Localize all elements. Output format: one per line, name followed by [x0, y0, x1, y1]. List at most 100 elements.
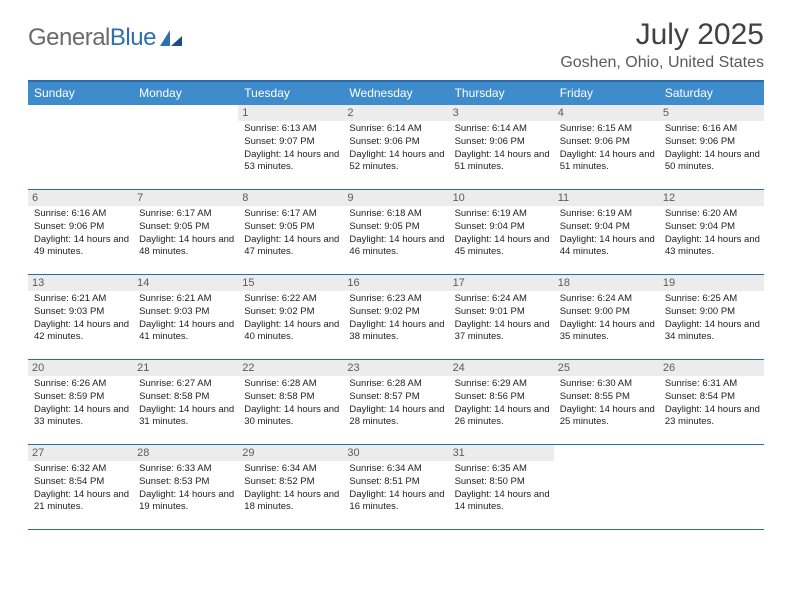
calendar-day: 31Sunrise: 6:35 AMSunset: 8:50 PMDayligh… — [449, 445, 554, 529]
day-details: Sunrise: 6:33 AMSunset: 8:53 PMDaylight:… — [139, 463, 234, 514]
calendar-day: 14 Sunrise: 6:21 AMSunset: 9:03 PMDayligh… — [133, 275, 238, 359]
day-details: Sunrise: 6:18 AMSunset: 9:05 PMDaylight:… — [349, 208, 444, 259]
weekday-label: Wednesday — [343, 82, 448, 105]
day-number: 21 — [133, 360, 238, 376]
page-title: July 2025 — [560, 18, 764, 52]
day-details: Sunrise: 6:24 AMSunset: 9:01 PMDaylight:… — [455, 293, 550, 344]
calendar-day: 4 Sunrise: 6:15 AMSunset: 9:06 PMDaylight… — [554, 105, 659, 189]
header: GeneralBlue July 2025 Goshen, Ohio, Unit… — [28, 18, 764, 72]
calendar-day: 16 Sunrise: 6:23 AMSunset: 9:02 PMDayligh… — [343, 275, 448, 359]
day-details: Sunrise: 6:21 AMSunset: 9:03 PMDaylight:… — [139, 293, 234, 344]
calendar-empty-cell — [28, 105, 133, 189]
weekday-label: Monday — [133, 82, 238, 105]
day-number: 26 — [659, 360, 764, 376]
day-number: 28 — [133, 445, 238, 461]
day-details: Sunrise: 6:29 AMSunset: 8:56 PMDaylight:… — [455, 378, 550, 429]
calendar-day: 21 Sunrise: 6:27 AMSunset: 8:58 PMDayligh… — [133, 360, 238, 444]
calendar-day: 29Sunrise: 6:34 AMSunset: 8:52 PMDayligh… — [238, 445, 343, 529]
calendar-day: 17 Sunrise: 6:24 AMSunset: 9:01 PMDayligh… — [449, 275, 554, 359]
day-number: 29 — [238, 445, 343, 461]
day-details: Sunrise: 6:25 AMSunset: 9:00 PMDaylight:… — [665, 293, 760, 344]
sail-icon — [158, 28, 184, 48]
day-details: Sunrise: 6:22 AMSunset: 9:02 PMDaylight:… — [244, 293, 339, 344]
day-number: 12 — [659, 190, 764, 206]
day-details: Sunrise: 6:16 AMSunset: 9:06 PMDaylight:… — [665, 123, 760, 174]
logo-text: GeneralBlue — [28, 24, 156, 52]
day-details: Sunrise: 6:19 AMSunset: 9:04 PMDaylight:… — [455, 208, 550, 259]
calendar-day: 8 Sunrise: 6:17 AMSunset: 9:05 PMDaylight… — [238, 190, 343, 274]
weekday-header: SundayMondayTuesdayWednesdayThursdayFrid… — [28, 82, 764, 105]
day-number: 8 — [238, 190, 343, 206]
day-details: Sunrise: 6:26 AMSunset: 8:59 PMDaylight:… — [34, 378, 129, 429]
day-details: Sunrise: 6:35 AMSunset: 8:50 PMDaylight:… — [455, 463, 550, 514]
calendar-day: 18Sunrise: 6:24 AMSunset: 9:00 PMDayligh… — [554, 275, 659, 359]
day-details: Sunrise: 6:15 AMSunset: 9:06 PMDaylight:… — [560, 123, 655, 174]
day-details: Sunrise: 6:14 AMSunset: 9:06 PMDaylight:… — [455, 123, 550, 174]
day-details: Sunrise: 6:16 AMSunset: 9:06 PMDaylight:… — [34, 208, 129, 259]
day-number: 1 — [238, 105, 343, 121]
calendar-week: 6 Sunrise: 6:16 AMSunset: 9:06 PMDaylight… — [28, 190, 764, 275]
calendar-week: 20Sunrise: 6:26 AMSunset: 8:59 PMDayligh… — [28, 360, 764, 445]
calendar-empty-cell — [133, 105, 238, 189]
calendar-day: 2Sunrise: 6:14 AMSunset: 9:06 PMDaylight… — [343, 105, 448, 189]
day-details: Sunrise: 6:27 AMSunset: 8:58 PMDaylight:… — [139, 378, 234, 429]
day-number: 6 — [28, 190, 133, 206]
day-details: Sunrise: 6:13 AMSunset: 9:07 PMDaylight:… — [244, 123, 339, 174]
day-number: 11 — [554, 190, 659, 206]
calendar-day: 28 Sunrise: 6:33 AMSunset: 8:53 PMDayligh… — [133, 445, 238, 529]
calendar-day: 5 Sunrise: 6:16 AMSunset: 9:06 PMDaylight… — [659, 105, 764, 189]
day-details: Sunrise: 6:32 AMSunset: 8:54 PMDaylight:… — [34, 463, 129, 514]
day-details: Sunrise: 6:17 AMSunset: 9:05 PMDaylight:… — [244, 208, 339, 259]
calendar-day: 27Sunrise: 6:32 AMSunset: 8:54 PMDayligh… — [28, 445, 133, 529]
calendar-day: 30 Sunrise: 6:34 AMSunset: 8:51 PMDayligh… — [343, 445, 448, 529]
location: Goshen, Ohio, United States — [560, 54, 764, 72]
calendar-day: 12Sunrise: 6:20 AMSunset: 9:04 PMDayligh… — [659, 190, 764, 274]
day-number: 7 — [133, 190, 238, 206]
calendar-week: 27Sunrise: 6:32 AMSunset: 8:54 PMDayligh… — [28, 445, 764, 530]
day-details: Sunrise: 6:28 AMSunset: 8:57 PMDaylight:… — [349, 378, 444, 429]
calendar-day: 11 Sunrise: 6:19 AMSunset: 9:04 PMDayligh… — [554, 190, 659, 274]
calendar: SundayMondayTuesdayWednesdayThursdayFrid… — [28, 80, 764, 530]
day-number: 24 — [449, 360, 554, 376]
day-details: Sunrise: 6:17 AMSunset: 9:05 PMDaylight:… — [139, 208, 234, 259]
title-block: July 2025 Goshen, Ohio, United States — [560, 18, 764, 72]
weekday-label: Sunday — [28, 82, 133, 105]
calendar-day: 9 Sunrise: 6:18 AMSunset: 9:05 PMDaylight… — [343, 190, 448, 274]
day-number: 19 — [659, 275, 764, 291]
day-number: 2 — [343, 105, 448, 121]
calendar-day: 25 Sunrise: 6:30 AMSunset: 8:55 PMDayligh… — [554, 360, 659, 444]
calendar-day: 15Sunrise: 6:22 AMSunset: 9:02 PMDayligh… — [238, 275, 343, 359]
day-number: 17 — [449, 275, 554, 291]
calendar-day: 1 Sunrise: 6:13 AMSunset: 9:07 PMDaylight… — [238, 105, 343, 189]
day-details: Sunrise: 6:23 AMSunset: 9:02 PMDaylight:… — [349, 293, 444, 344]
day-number: 3 — [449, 105, 554, 121]
calendar-day: 23 Sunrise: 6:28 AMSunset: 8:57 PMDayligh… — [343, 360, 448, 444]
day-number: 30 — [343, 445, 448, 461]
day-number: 22 — [238, 360, 343, 376]
day-number: 14 — [133, 275, 238, 291]
day-number: 5 — [659, 105, 764, 121]
day-number: 25 — [554, 360, 659, 376]
calendar-day: 13Sunrise: 6:21 AMSunset: 9:03 PMDayligh… — [28, 275, 133, 359]
day-number: 9 — [343, 190, 448, 206]
logo-word-1: General — [28, 24, 110, 51]
weekday-label: Thursday — [449, 82, 554, 105]
day-details: Sunrise: 6:34 AMSunset: 8:51 PMDaylight:… — [349, 463, 444, 514]
calendar-day: 20Sunrise: 6:26 AMSunset: 8:59 PMDayligh… — [28, 360, 133, 444]
weekday-label: Saturday — [659, 82, 764, 105]
calendar-day: 7 Sunrise: 6:17 AMSunset: 9:05 PMDaylight… — [133, 190, 238, 274]
day-details: Sunrise: 6:30 AMSunset: 8:55 PMDaylight:… — [560, 378, 655, 429]
calendar-day: 22Sunrise: 6:28 AMSunset: 8:58 PMDayligh… — [238, 360, 343, 444]
day-details: Sunrise: 6:19 AMSunset: 9:04 PMDaylight:… — [560, 208, 655, 259]
day-number: 4 — [554, 105, 659, 121]
calendar-day: 6 Sunrise: 6:16 AMSunset: 9:06 PMDaylight… — [28, 190, 133, 274]
day-number: 10 — [449, 190, 554, 206]
day-number: 23 — [343, 360, 448, 376]
calendar-day: 24 Sunrise: 6:29 AMSunset: 8:56 PMDayligh… — [449, 360, 554, 444]
calendar-week: 1 Sunrise: 6:13 AMSunset: 9:07 PMDaylight… — [28, 105, 764, 190]
day-number: 16 — [343, 275, 448, 291]
weekday-label: Friday — [554, 82, 659, 105]
calendar-day: 10 Sunrise: 6:19 AMSunset: 9:04 PMDayligh… — [449, 190, 554, 274]
calendar-empty-cell — [659, 445, 764, 529]
day-details: Sunrise: 6:31 AMSunset: 8:54 PMDaylight:… — [665, 378, 760, 429]
